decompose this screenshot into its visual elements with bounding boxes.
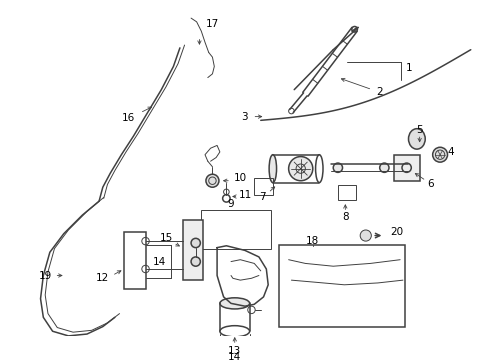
Text: 12: 12: [96, 273, 109, 283]
Bar: [183, 220, 203, 280]
Text: 11: 11: [238, 190, 251, 200]
Text: 14: 14: [227, 352, 241, 360]
Text: 2: 2: [376, 87, 382, 98]
Text: 20: 20: [389, 227, 402, 237]
Text: 8: 8: [341, 212, 348, 222]
Text: 17: 17: [205, 19, 219, 29]
Text: 19: 19: [39, 270, 52, 280]
Circle shape: [432, 147, 447, 162]
Circle shape: [332, 163, 342, 172]
Text: 3: 3: [241, 112, 248, 122]
Text: 18: 18: [305, 236, 319, 246]
Circle shape: [191, 238, 200, 248]
Text: 9: 9: [227, 199, 234, 209]
Circle shape: [205, 174, 219, 187]
Bar: [254, 178, 272, 195]
Ellipse shape: [220, 298, 249, 309]
Bar: [201, 211, 270, 249]
Bar: [279, 245, 404, 327]
Text: 1: 1: [406, 63, 412, 73]
Circle shape: [379, 163, 388, 172]
Bar: [124, 232, 145, 289]
Bar: [337, 185, 356, 200]
Text: 4: 4: [447, 147, 454, 157]
Text: 16: 16: [122, 113, 135, 122]
Circle shape: [288, 157, 312, 181]
Text: 14: 14: [153, 257, 166, 266]
Text: 13: 13: [227, 346, 241, 356]
Text: 5: 5: [415, 125, 422, 135]
Bar: [393, 155, 419, 181]
Text: 6: 6: [427, 179, 433, 189]
Text: 7: 7: [259, 192, 265, 202]
Text: 10: 10: [233, 173, 246, 183]
Circle shape: [360, 230, 370, 241]
Ellipse shape: [407, 129, 425, 149]
Ellipse shape: [268, 155, 276, 183]
Circle shape: [191, 257, 200, 266]
Text: 15: 15: [159, 233, 172, 243]
